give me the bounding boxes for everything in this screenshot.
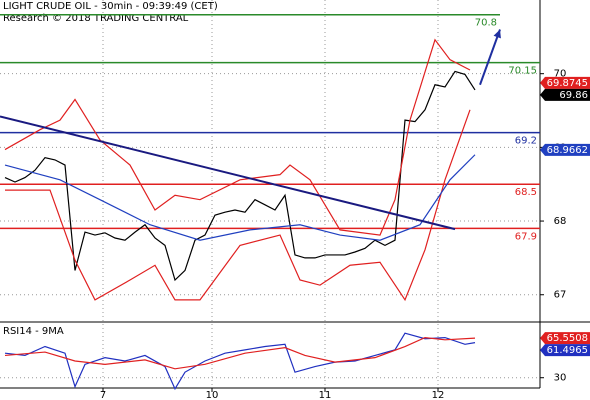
price-tag bbox=[540, 88, 590, 101]
y-tick-label: 70 bbox=[554, 69, 567, 80]
level-label: 70.8 bbox=[475, 18, 497, 29]
level-label: 67.9 bbox=[515, 231, 537, 242]
series-line bbox=[4, 332, 476, 391]
price-tag bbox=[540, 332, 590, 345]
level-label: 70.15 bbox=[508, 66, 537, 77]
price-tag bbox=[540, 143, 590, 156]
price-tag bbox=[540, 76, 590, 89]
level-label: 68.5 bbox=[515, 187, 537, 198]
series-line bbox=[4, 154, 476, 241]
series-line bbox=[4, 70, 476, 282]
y-tick-label: 68 bbox=[554, 216, 567, 227]
x-tick-label: 10 bbox=[206, 390, 219, 400]
price-tag-label: 65.5508 bbox=[547, 333, 588, 344]
trend-line bbox=[0, 115, 456, 231]
chart-title: LIGHT CRUDE OIL - 30min - 09:39:49 (CET) bbox=[3, 1, 218, 12]
series-line bbox=[5, 109, 471, 302]
rsi-title: RSI14 - 9MA bbox=[3, 326, 64, 337]
series-line bbox=[4, 336, 476, 370]
chart-subtitle: Research © 2018 TRADING CENTRAL bbox=[3, 13, 189, 24]
arrow-line bbox=[479, 29, 501, 86]
x-tick-label: 12 bbox=[432, 390, 445, 400]
series-line bbox=[4, 38, 471, 236]
x-tick-label: 7 bbox=[100, 390, 106, 400]
arrow-head bbox=[493, 29, 501, 39]
price-tag-label: 69.8745 bbox=[547, 78, 588, 89]
price-tag-label: 69.86 bbox=[559, 90, 588, 101]
x-tick-label: 11 bbox=[319, 390, 332, 400]
price-tag bbox=[540, 344, 590, 357]
price-tag-label: 61.4965 bbox=[547, 345, 588, 356]
price-tag-label: 68.9662 bbox=[547, 145, 588, 156]
level-label: 69.2 bbox=[515, 136, 537, 147]
y-tick-label: 30 bbox=[554, 373, 567, 384]
y-tick-label: 67 bbox=[554, 290, 567, 301]
